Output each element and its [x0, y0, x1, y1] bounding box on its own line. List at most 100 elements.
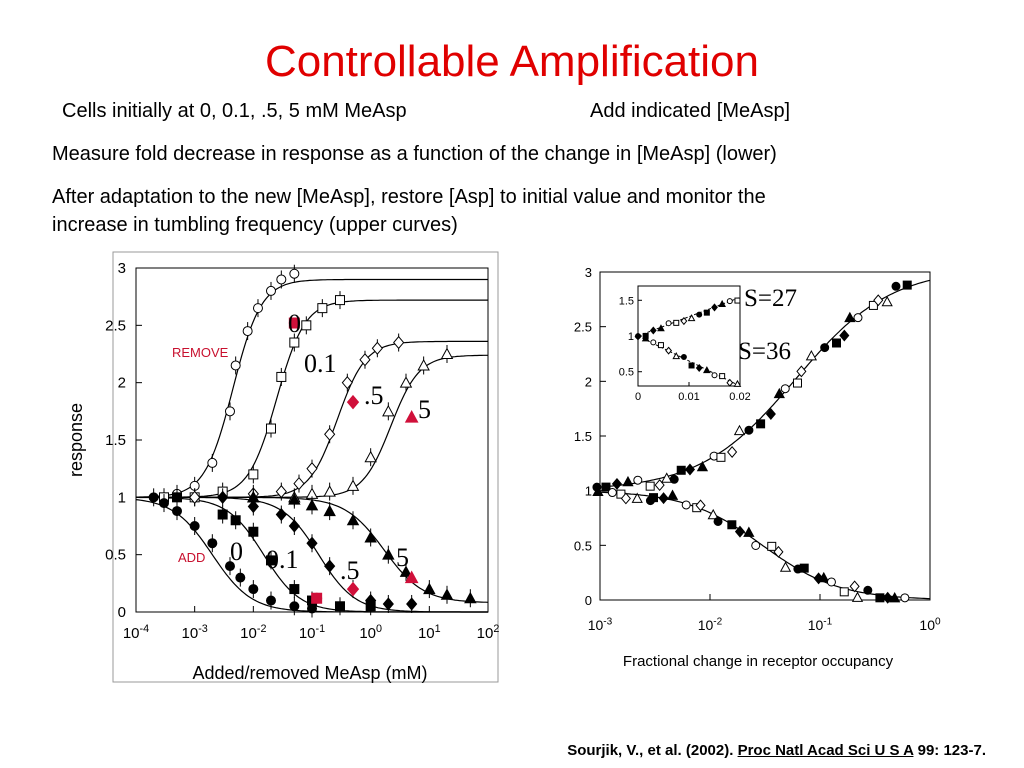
upper-data-point: [796, 365, 807, 378]
add-data-point: [217, 490, 229, 504]
left-xtick-label: 10-1: [299, 623, 325, 642]
right-xtick-label: 10-2: [698, 616, 723, 633]
bullet-after-adaptation: After adaptation to the new [MeAsp], res…: [52, 186, 766, 208]
lower-data-point: [767, 541, 777, 551]
bullet-measure-decrease: Measure fold decrease in response as a f…: [52, 143, 777, 165]
remove-highlight-point: [288, 317, 300, 329]
right-ytick-label: 0: [585, 593, 592, 608]
remove-data-point: [371, 341, 383, 355]
inset-ytick-label: 1.5: [619, 295, 634, 307]
lower-data-point: [799, 563, 809, 573]
inset-upper-point: [687, 314, 696, 322]
upper-data-point: [727, 446, 738, 458]
upper-data-point: [765, 408, 776, 420]
remove-data-point: [248, 469, 259, 480]
lower-data-point: [592, 485, 604, 497]
upper-data-point: [622, 475, 634, 487]
upper-data-point: [733, 424, 746, 436]
remove-data-point: [289, 337, 300, 348]
annotation-s36: S=36: [738, 338, 791, 365]
lower-data-point: [631, 492, 643, 503]
lower-data-point: [839, 587, 849, 597]
upper-data-point: [873, 294, 884, 307]
inset-lower-point: [719, 373, 726, 380]
left-ytick-label: 1.5: [105, 432, 126, 449]
right-xtick-label: 100: [919, 616, 941, 633]
add-label: ADD: [178, 550, 205, 565]
upper-data-point: [645, 481, 655, 491]
upper-data-point: [832, 338, 842, 348]
upper-data-point: [792, 378, 802, 388]
add-data-point: [406, 597, 418, 611]
inset-upper-point: [680, 317, 688, 326]
right-points: [592, 280, 912, 604]
inset-upper-point: [726, 298, 733, 305]
inset-plot-area: [637, 285, 741, 387]
left-xtick-label: 10-3: [182, 623, 208, 642]
add-highlight-point: [311, 592, 323, 604]
remove-data-point: [276, 371, 287, 382]
inset-lower-point: [665, 346, 673, 355]
remove-label: REMOVE: [172, 345, 229, 360]
left-xtick-label: 10-2: [240, 623, 266, 642]
add-data-point: [275, 507, 287, 522]
citation-journal-link[interactable]: Proc Natl Acad Sci U S A: [737, 742, 914, 759]
upper-data-point: [844, 311, 856, 323]
lower-data-point: [773, 545, 784, 558]
upper-data-point: [881, 295, 893, 307]
add-data-point: [306, 536, 318, 550]
lower-data-point: [743, 526, 755, 537]
left-ytick-label: 0: [118, 604, 126, 621]
inset-upper-point: [718, 299, 726, 307]
lower-data-point: [863, 585, 873, 595]
upper-data-point: [716, 452, 726, 462]
inset-chart: 0 0.01 0.02 0.5 1 1.5: [619, 285, 751, 403]
right-ytick-label: 2: [585, 374, 592, 389]
add-data-point: [172, 506, 183, 517]
upper-data-point: [773, 387, 785, 399]
left-ylabel: response: [66, 403, 86, 477]
left-chart-frame: [112, 251, 499, 683]
lower-data-point: [727, 520, 737, 530]
lower-data-point: [900, 593, 910, 603]
remove-data-point: [324, 427, 336, 441]
remove-data-point: [207, 457, 218, 468]
add-data-point: [247, 490, 260, 503]
remove-data-point: [417, 359, 430, 371]
left-ytick-label: 3: [118, 260, 126, 277]
slide-title: Controllable Amplification: [264, 37, 760, 86]
inset-lower-point: [726, 378, 734, 387]
remove-highlight-point: [346, 394, 360, 410]
inset-lower-point: [672, 352, 681, 360]
add-data-point: [248, 584, 259, 595]
add-data-point: [382, 548, 395, 560]
lower-data-point: [751, 540, 761, 550]
upper-data-point: [684, 463, 696, 476]
left-xtick-label: 10-4: [123, 623, 149, 642]
add-data-point: [399, 565, 413, 577]
add-highlight-point: [404, 570, 419, 584]
lower-data-point: [882, 591, 893, 604]
add-data-point: [158, 498, 169, 509]
add-data-point: [207, 538, 218, 549]
upper-data-point: [891, 281, 901, 291]
citation: Sourjik, V., et al. (2002). Proc Natl Ac…: [567, 742, 986, 759]
inset-upper-point: [657, 324, 665, 332]
inset-lower-point: [703, 366, 711, 374]
lower-data-point: [889, 591, 901, 603]
remove-data-point: [359, 353, 371, 367]
remove-data-point: [399, 376, 413, 388]
inset-lower-point: [711, 372, 718, 379]
add-data-point: [423, 582, 436, 595]
inset-lower-point: [695, 363, 703, 373]
inset-lower-point: [688, 362, 695, 369]
upper-data-point: [601, 482, 611, 492]
upper-data-point: [696, 460, 709, 472]
inset-ytick-label: 0.5: [619, 367, 634, 379]
left-ytick-label: 1: [118, 489, 126, 506]
add-data-point: [334, 601, 345, 612]
add-data-point: [365, 593, 377, 608]
inset-upper-point: [673, 319, 680, 326]
